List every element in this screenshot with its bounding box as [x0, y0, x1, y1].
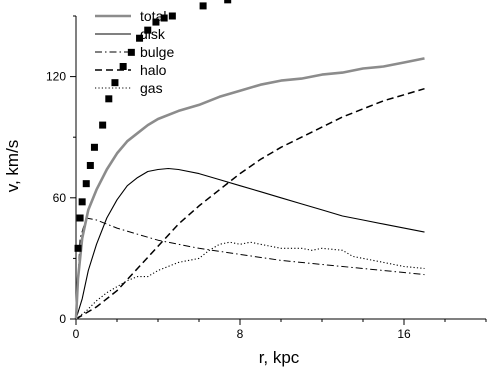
- axis-ticks-layer: 0 8 16 0 60 120: [46, 15, 487, 341]
- data-point-marker: [144, 26, 152, 34]
- series-total-line: [74, 57, 425, 320]
- legend-label-halo: halo: [140, 62, 167, 78]
- x-axis-title: r, kpc: [259, 348, 300, 367]
- data-point-marker: [78, 198, 86, 206]
- x-tick-label: 8: [237, 327, 244, 341]
- series-layer: [74, 57, 425, 320]
- x-tick-label: 0: [73, 327, 80, 341]
- data-point-marker: [76, 214, 84, 222]
- plot-frame: [75, 16, 486, 320]
- observed-points-layer: [74, 0, 232, 252]
- data-point-marker: [160, 14, 168, 22]
- data-point-marker: [119, 63, 127, 70]
- series-halo-line: [75, 87, 425, 320]
- data-point-marker: [199, 2, 207, 10]
- data-point-marker: [105, 95, 113, 103]
- legend-label-disk: disk: [140, 26, 166, 42]
- legend-label-bulge: bulge: [140, 44, 174, 60]
- y-tick-label: 60: [53, 191, 67, 205]
- data-point-marker: [111, 79, 119, 87]
- data-point-marker: [99, 121, 107, 129]
- data-point-marker: [82, 180, 90, 188]
- data-point-marker: [127, 48, 135, 56]
- data-point-marker: [86, 161, 94, 169]
- y-axis-title: v, km/s: [3, 140, 22, 193]
- data-point-marker: [224, 0, 232, 4]
- y-tick-label: 0: [59, 312, 66, 326]
- series-gas-line: [75, 241, 425, 320]
- data-point-marker: [152, 18, 160, 26]
- legend: total disk bulge halo gas: [95, 8, 174, 96]
- data-point-marker: [74, 244, 82, 252]
- data-point-marker: [168, 12, 176, 20]
- legend-label-gas: gas: [140, 80, 163, 96]
- series-disk-line: [75, 167, 425, 320]
- data-point-marker: [136, 34, 144, 42]
- data-point-marker: [90, 143, 98, 151]
- legend-label-total: total: [140, 8, 166, 24]
- y-tick-label: 120: [46, 70, 66, 84]
- x-tick-label: 16: [397, 327, 411, 341]
- series-bulge-line: [75, 217, 425, 320]
